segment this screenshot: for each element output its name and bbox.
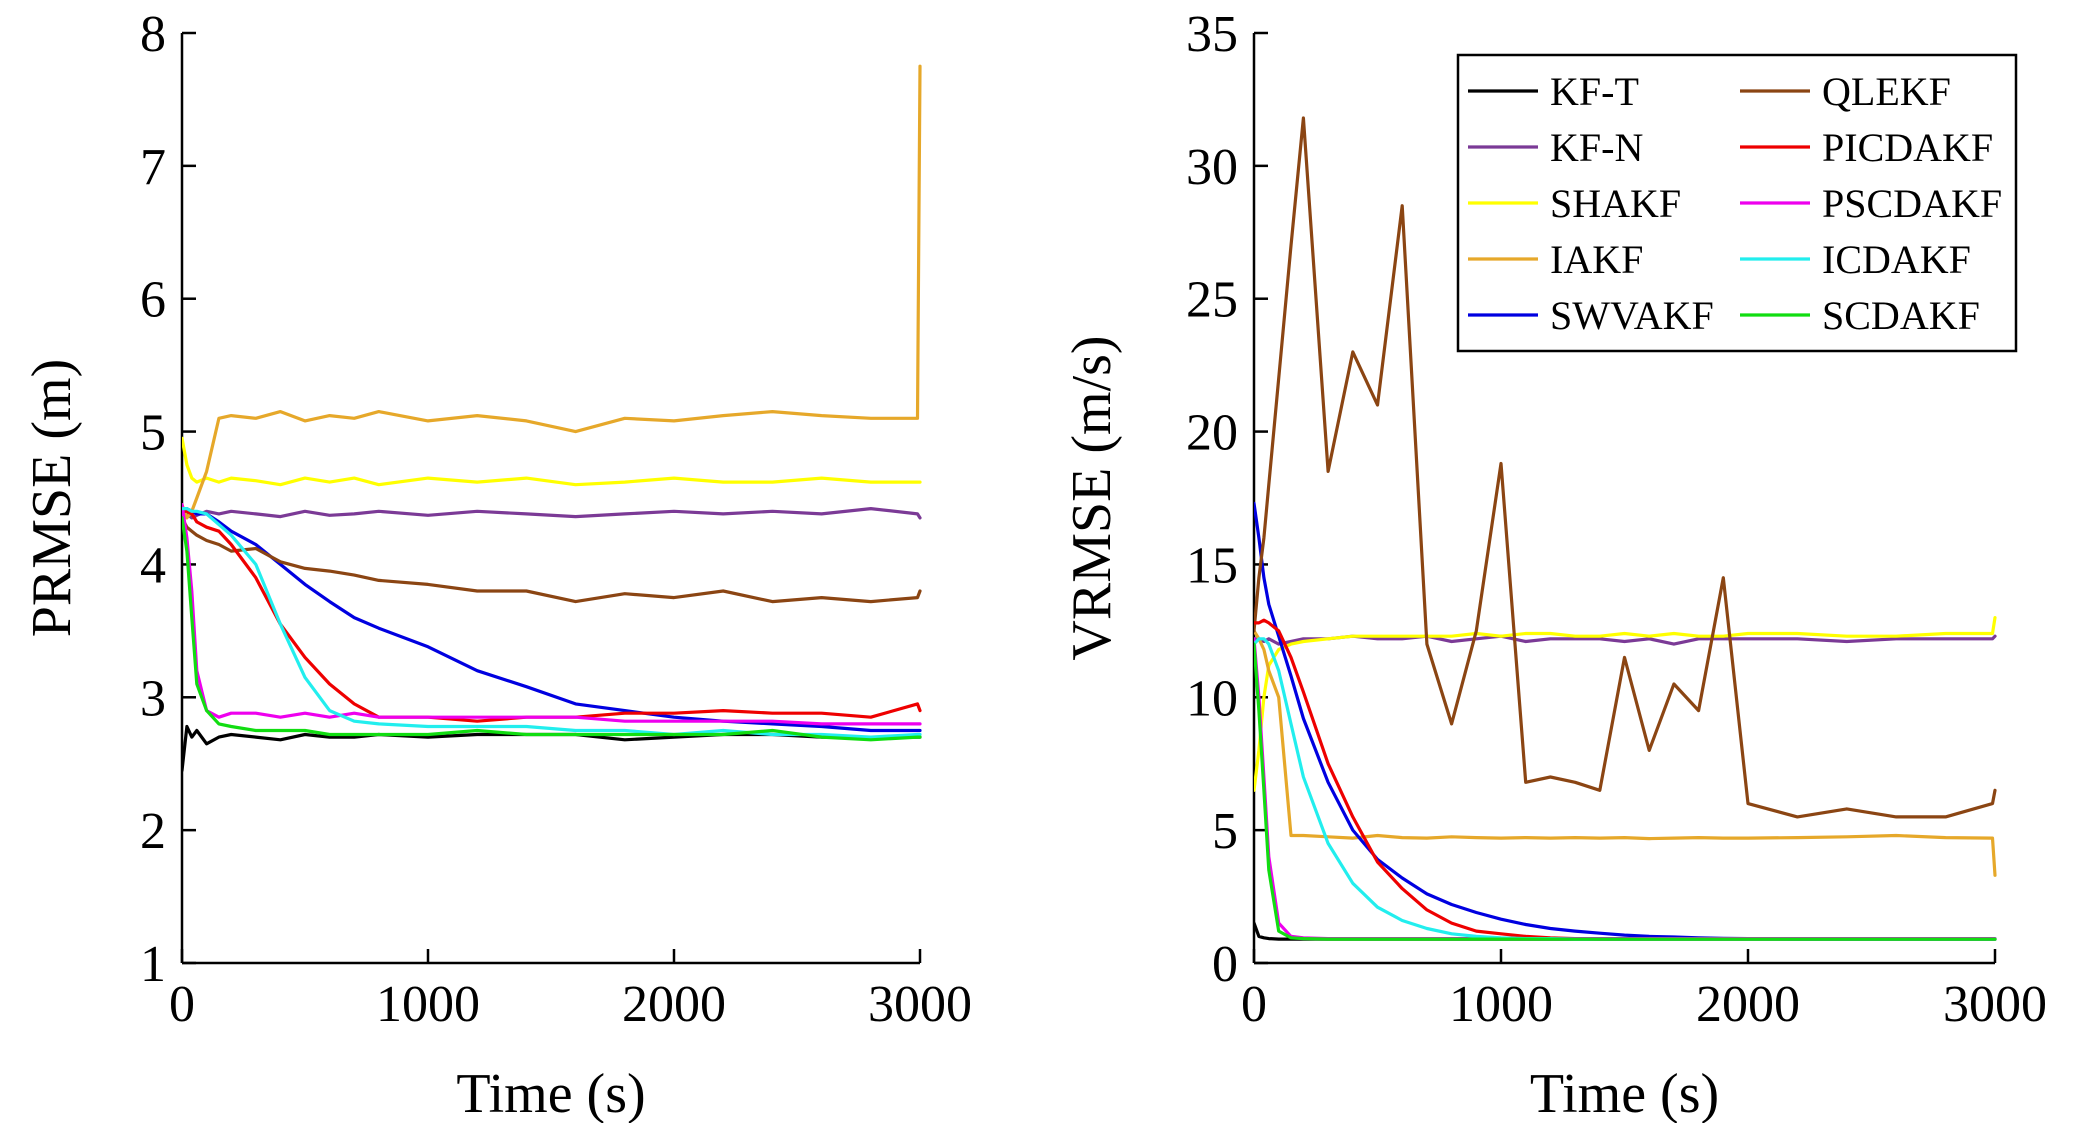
legend-label-iakf: IAKF bbox=[1550, 237, 1643, 282]
series-line-iakf bbox=[182, 64, 922, 520]
y-tick-label: 0 bbox=[1212, 936, 1238, 993]
x-tick-label: 3000 bbox=[868, 976, 972, 1033]
x-tick-label: 1000 bbox=[376, 976, 480, 1033]
x-tick-label: 3000 bbox=[1943, 976, 2047, 1033]
x-tick-label: 2000 bbox=[1696, 976, 1800, 1033]
legend-label-qlekf: QLEKF bbox=[1822, 69, 1951, 114]
x-tick-label: 1000 bbox=[1449, 976, 1553, 1033]
series-line-pscdakf bbox=[182, 503, 922, 726]
legend-label-swvakf: SWVAKF bbox=[1550, 293, 1714, 338]
legend-label-kf-t: KF-T bbox=[1550, 69, 1639, 114]
legend-label-icdakf: ICDAKF bbox=[1822, 237, 1971, 282]
y-axis-label: VRMSE (m/s) bbox=[1061, 335, 1123, 660]
series-line-swvakf bbox=[1254, 501, 1997, 941]
series-line-kf-n bbox=[1254, 634, 1997, 646]
y-tick-label: 4 bbox=[140, 537, 166, 594]
legend-label-scdakf: SCDAKF bbox=[1822, 293, 1980, 338]
legend-label-pscdakf: PSCDAKF bbox=[1822, 181, 2002, 226]
x-tick-label: 2000 bbox=[622, 976, 726, 1033]
y-tick-label: 25 bbox=[1186, 272, 1238, 329]
series-line-swvakf bbox=[182, 507, 922, 733]
y-tick-label: 8 bbox=[140, 6, 166, 63]
x-axis-label: Time (s) bbox=[456, 1063, 645, 1123]
series-line-scdakf bbox=[182, 516, 922, 742]
series-line-icdakf bbox=[182, 507, 922, 739]
series-line-qlekf bbox=[1254, 116, 1997, 819]
y-axis-label: PRMSE (m) bbox=[21, 359, 83, 638]
legend-label-kf-n: KF-N bbox=[1550, 125, 1643, 170]
series-line-shakf bbox=[1254, 615, 1997, 792]
x-tick-label: 0 bbox=[169, 976, 195, 1033]
y-tick-label: 5 bbox=[140, 405, 166, 462]
y-tick-label: 20 bbox=[1186, 405, 1238, 462]
series-line-picdakf bbox=[1254, 618, 1997, 941]
legend: KF-T KF-N SHAKF IAKF SWVAKF QLEKF PICDAKF PSCDA… bbox=[1456, 53, 2018, 353]
series-line-picdakf bbox=[182, 509, 922, 723]
series-line-icdakf bbox=[1254, 637, 1997, 941]
vrmse-chart-panel: 0 5 10 15 20 25 30 35 0 1000 2000 3000 Time (s) VRMSE… bbox=[1061, 6, 2047, 1123]
y-tick-label: 35 bbox=[1186, 6, 1238, 63]
y-tick-label: 7 bbox=[140, 139, 166, 196]
series-line-iakf bbox=[1254, 629, 1997, 877]
series-line-scdakf bbox=[1254, 642, 1997, 941]
series-group bbox=[182, 64, 922, 773]
y-tick-label: 15 bbox=[1186, 537, 1238, 594]
series-group bbox=[1254, 116, 1997, 941]
series-line-qlekf bbox=[182, 516, 922, 604]
y-tick-label: 3 bbox=[140, 670, 166, 727]
series-line-kf-n bbox=[182, 507, 922, 520]
legend-box bbox=[1456, 53, 2018, 353]
y-tick-label: 10 bbox=[1186, 670, 1238, 727]
x-tick-label: 0 bbox=[1241, 976, 1267, 1033]
x-axis-label: Time (s) bbox=[1530, 1063, 1719, 1123]
y-tick-label: 6 bbox=[140, 272, 166, 329]
y-tick-label: 2 bbox=[140, 803, 166, 860]
y-tick-label: 1 bbox=[140, 936, 166, 993]
y-tick-label: 30 bbox=[1186, 139, 1238, 196]
y-tick-label: 5 bbox=[1212, 803, 1238, 860]
series-line-shakf bbox=[182, 436, 922, 487]
prmse-chart-panel: 1 2 3 4 5 6 7 8 0 1000 2000 3000 Time (s) PRMSE (m) bbox=[21, 6, 972, 1123]
legend-label-shakf: SHAKF bbox=[1550, 181, 1681, 226]
legend-label-picdakf: PICDAKF bbox=[1822, 125, 1993, 170]
